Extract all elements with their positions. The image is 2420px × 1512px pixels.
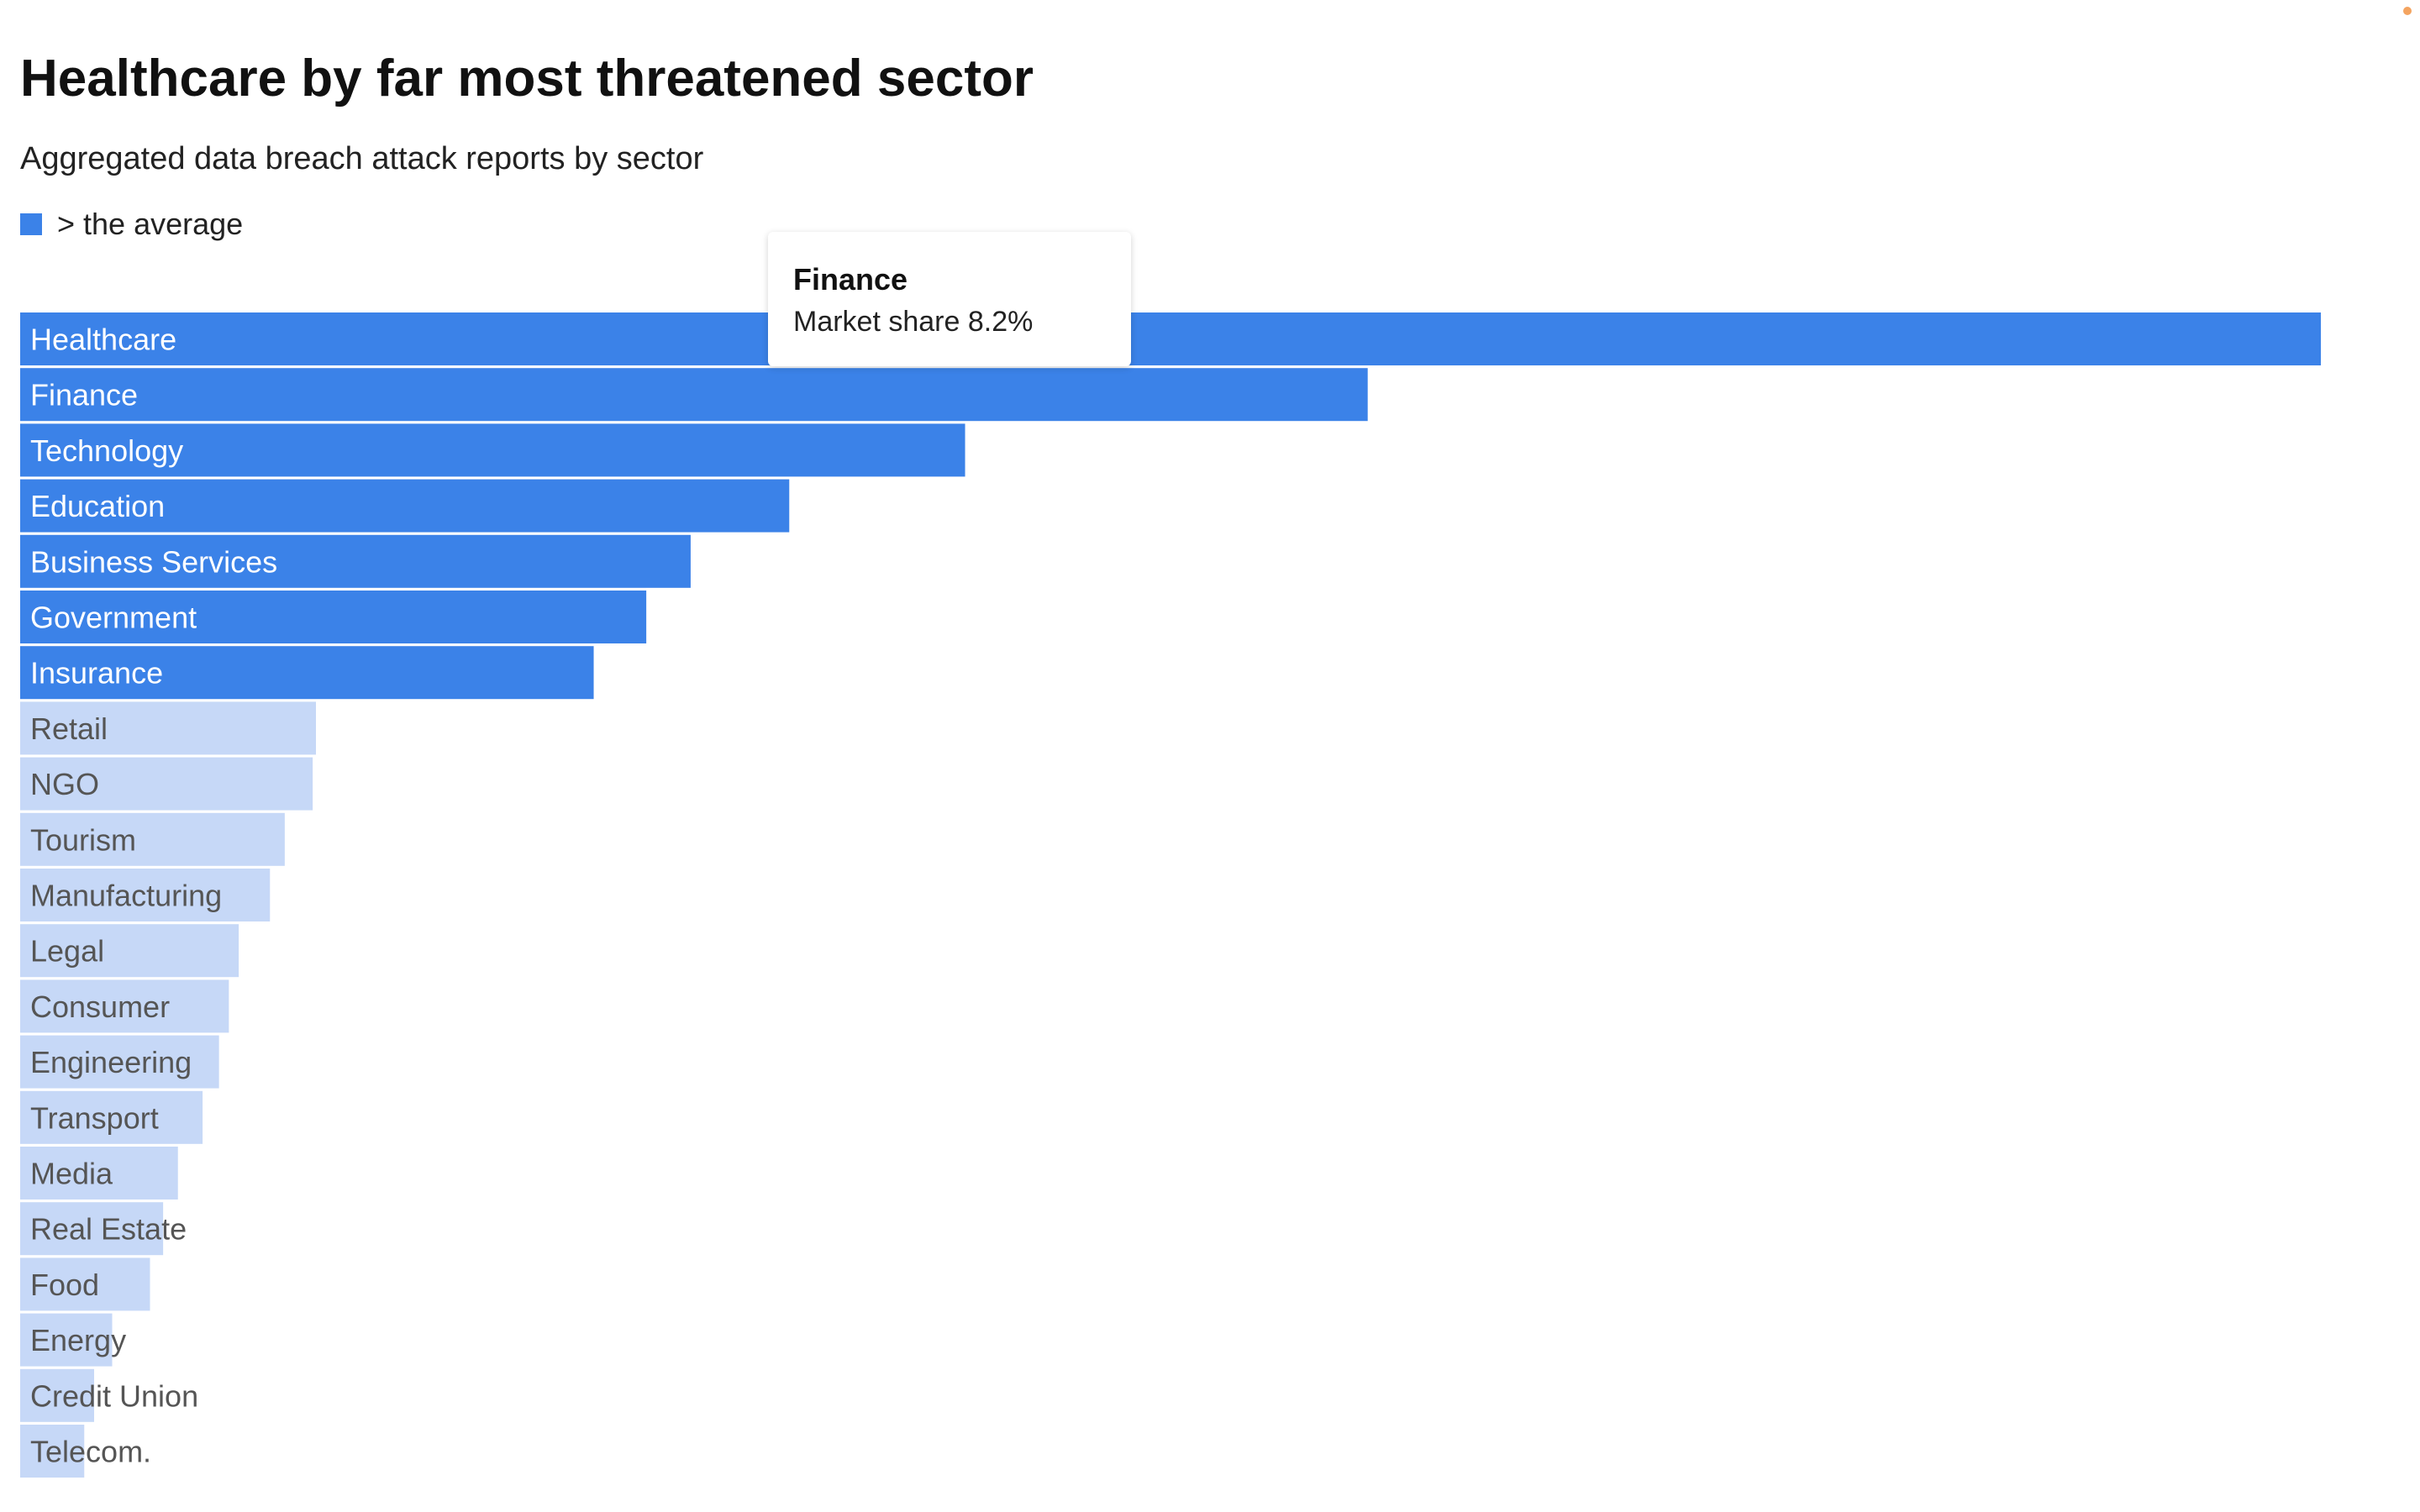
bar-label: Food: [30, 1268, 99, 1302]
bar-label: Transport: [30, 1100, 159, 1135]
bar[interactable]: [20, 701, 317, 755]
bar[interactable]: [20, 423, 965, 477]
bar-label: Technology: [30, 433, 183, 468]
corner-dot: [2403, 7, 2412, 15]
chart-title: Healthcare by far most threatened sector: [20, 50, 1034, 108]
bar-label: Consumer: [30, 990, 170, 1024]
bar[interactable]: [20, 1090, 203, 1144]
bar-label: Energy: [30, 1323, 126, 1357]
bar[interactable]: [20, 1425, 85, 1478]
bar[interactable]: [20, 1035, 219, 1089]
bar[interactable]: [20, 924, 239, 978]
tooltip-body: Market share 8.2%: [793, 306, 1034, 338]
bar[interactable]: [20, 979, 229, 1033]
bar-label: Education: [30, 489, 165, 523]
bar-label: Telecom.: [30, 1435, 151, 1469]
bar[interactable]: [20, 591, 647, 643]
bar[interactable]: [20, 312, 2321, 365]
bar-label: Finance: [30, 378, 138, 412]
bar-label: Engineering: [30, 1045, 192, 1079]
bar-label: NGO: [30, 767, 99, 801]
tooltip: Finance Market share 8.2%: [768, 232, 1131, 366]
bar[interactable]: [20, 757, 313, 811]
bar-label: Media: [30, 1157, 113, 1191]
bar[interactable]: [20, 646, 594, 700]
legend-swatch: [20, 213, 42, 235]
legend-label: > the average: [57, 207, 244, 241]
bar-label: Credit Union: [30, 1378, 198, 1413]
bar-label: Business Services: [30, 544, 277, 579]
bar[interactable]: [20, 869, 271, 921]
bar-label: Insurance: [30, 656, 163, 690]
tooltip-title: Finance: [793, 262, 908, 297]
bar-label: Government: [30, 601, 197, 635]
bar[interactable]: [20, 1202, 164, 1256]
chart-subtitle: Aggregated data breach attack reports by…: [20, 141, 704, 176]
chart-legend: > the average: [20, 207, 243, 242]
bar[interactable]: [20, 812, 285, 866]
bar[interactable]: [20, 1368, 95, 1422]
bar[interactable]: [20, 479, 790, 533]
bar[interactable]: [20, 1147, 178, 1200]
bar-label: Tourism: [30, 822, 136, 857]
bar-label: Retail: [30, 711, 108, 746]
bar[interactable]: [20, 1313, 113, 1367]
bar-label: Real Estate: [30, 1212, 187, 1247]
bar-label: Legal: [30, 934, 104, 969]
bar-label: Healthcare: [30, 323, 176, 357]
bar-label: Manufacturing: [30, 879, 222, 913]
bar[interactable]: [20, 1257, 150, 1311]
bar[interactable]: [20, 368, 1368, 422]
bar[interactable]: [20, 534, 691, 588]
